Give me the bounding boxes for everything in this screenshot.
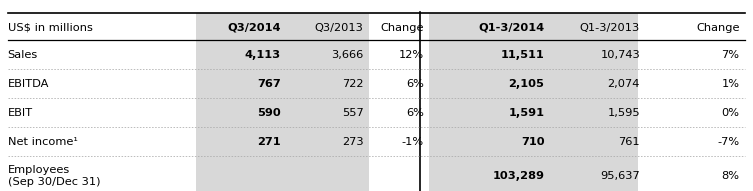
Text: 710: 710 xyxy=(521,137,544,147)
Text: Change: Change xyxy=(380,23,424,33)
Text: Q3/2013: Q3/2013 xyxy=(315,23,364,33)
Text: 8%: 8% xyxy=(721,171,739,181)
Text: 722: 722 xyxy=(342,79,364,89)
Text: 271: 271 xyxy=(258,137,281,147)
Text: Q3/2014: Q3/2014 xyxy=(227,23,281,33)
Text: 1,595: 1,595 xyxy=(608,108,640,118)
Text: Net income¹: Net income¹ xyxy=(8,137,78,147)
Text: Employees
(Sep 30/Dec 31): Employees (Sep 30/Dec 31) xyxy=(8,165,100,187)
Text: 590: 590 xyxy=(257,108,281,118)
Text: 273: 273 xyxy=(342,137,364,147)
Text: 6%: 6% xyxy=(406,79,424,89)
Text: Change: Change xyxy=(696,23,739,33)
Text: 767: 767 xyxy=(257,79,281,89)
Text: 0%: 0% xyxy=(721,108,739,118)
Text: EBITDA: EBITDA xyxy=(8,79,49,89)
Text: 103,289: 103,289 xyxy=(492,171,544,181)
Text: 557: 557 xyxy=(342,108,364,118)
Text: 7%: 7% xyxy=(721,50,739,60)
Text: 4,113: 4,113 xyxy=(245,50,281,60)
Text: US$ in millions: US$ in millions xyxy=(8,23,93,33)
Text: 95,637: 95,637 xyxy=(600,171,640,181)
Text: -1%: -1% xyxy=(402,137,424,147)
Text: 11,511: 11,511 xyxy=(501,50,544,60)
Text: 1,591: 1,591 xyxy=(508,108,544,118)
Text: 1%: 1% xyxy=(721,79,739,89)
Text: 3,666: 3,666 xyxy=(331,50,364,60)
Text: 6%: 6% xyxy=(406,108,424,118)
Text: Q1-3/2014: Q1-3/2014 xyxy=(478,23,544,33)
Bar xyxy=(196,13,369,191)
Text: -7%: -7% xyxy=(718,137,739,147)
Text: 12%: 12% xyxy=(399,50,424,60)
Text: EBIT: EBIT xyxy=(8,108,32,118)
Text: Q1-3/2013: Q1-3/2013 xyxy=(580,23,640,33)
Text: 2,105: 2,105 xyxy=(508,79,544,89)
Bar xyxy=(429,13,638,191)
Text: Sales: Sales xyxy=(8,50,38,60)
Text: 10,743: 10,743 xyxy=(600,50,640,60)
Text: 2,074: 2,074 xyxy=(608,79,640,89)
Text: 761: 761 xyxy=(618,137,640,147)
